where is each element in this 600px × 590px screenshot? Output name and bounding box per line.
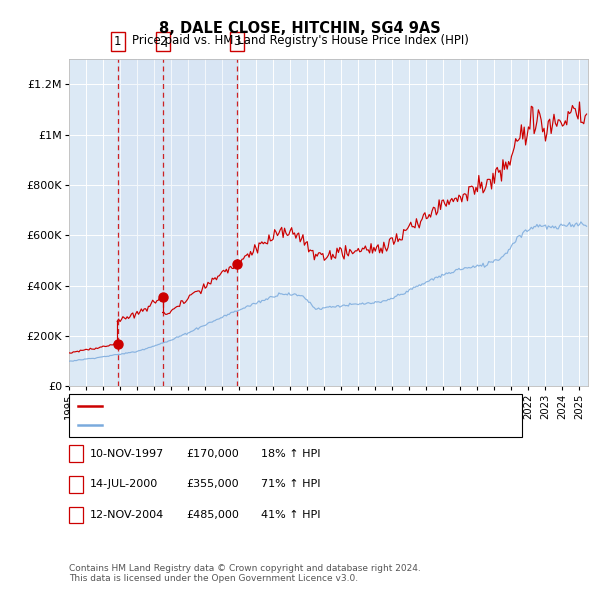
Text: 1: 1 bbox=[73, 449, 80, 458]
Text: 3: 3 bbox=[73, 510, 80, 520]
Text: 1: 1 bbox=[114, 35, 121, 48]
Text: 8, DALE CLOSE, HITCHIN, SG4 9AS: 8, DALE CLOSE, HITCHIN, SG4 9AS bbox=[159, 21, 441, 35]
Text: Price paid vs. HM Land Registry's House Price Index (HPI): Price paid vs. HM Land Registry's House … bbox=[131, 34, 469, 47]
Bar bbox=[163, 59, 237, 386]
Text: 8, DALE CLOSE, HITCHIN, SG4 9AS (detached house): 8, DALE CLOSE, HITCHIN, SG4 9AS (detache… bbox=[107, 401, 394, 411]
Text: 41% ↑ HPI: 41% ↑ HPI bbox=[261, 510, 320, 520]
Text: 14-JUL-2000: 14-JUL-2000 bbox=[90, 480, 158, 489]
Text: 12-NOV-2004: 12-NOV-2004 bbox=[90, 510, 164, 520]
Text: HPI: Average price, detached house, North Hertfordshire: HPI: Average price, detached house, Nort… bbox=[107, 419, 416, 430]
Text: £355,000: £355,000 bbox=[186, 480, 239, 489]
Text: 10-NOV-1997: 10-NOV-1997 bbox=[90, 449, 164, 458]
Text: £485,000: £485,000 bbox=[186, 510, 239, 520]
Text: £170,000: £170,000 bbox=[186, 449, 239, 458]
Text: 18% ↑ HPI: 18% ↑ HPI bbox=[261, 449, 320, 458]
Text: 3: 3 bbox=[233, 35, 241, 48]
Text: 71% ↑ HPI: 71% ↑ HPI bbox=[261, 480, 320, 489]
Text: 2: 2 bbox=[73, 480, 80, 489]
Bar bbox=[118, 59, 163, 386]
Text: 2: 2 bbox=[160, 35, 167, 48]
Text: Contains HM Land Registry data © Crown copyright and database right 2024.
This d: Contains HM Land Registry data © Crown c… bbox=[69, 563, 421, 583]
